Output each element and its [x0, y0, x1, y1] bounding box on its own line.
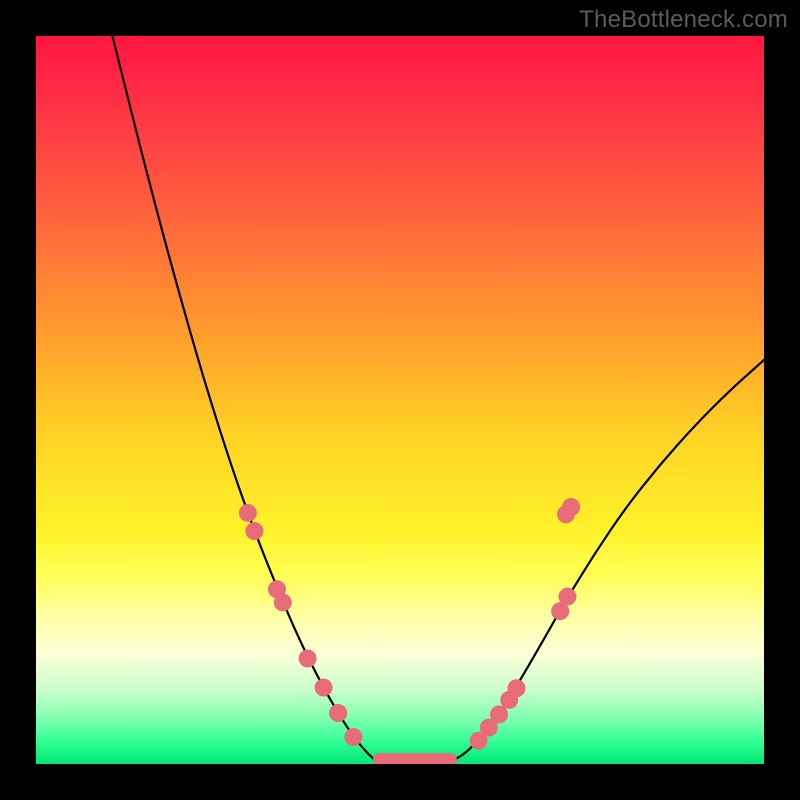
marker-left [245, 522, 263, 540]
marker-right [558, 588, 576, 606]
marker-left [329, 704, 347, 722]
marker-right [507, 679, 525, 697]
outer-frame: TheBottleneck.com [0, 0, 800, 800]
chart-background [36, 36, 764, 764]
watermark-text: TheBottleneck.com [579, 6, 788, 34]
marker-right [562, 498, 580, 516]
valley-bar [373, 753, 457, 764]
marker-right [490, 705, 508, 723]
marker-left [239, 504, 257, 522]
marker-left [315, 679, 333, 697]
marker-left [299, 649, 317, 667]
marker-left [344, 728, 362, 746]
marker-left [274, 593, 292, 611]
bottleneck-chart [36, 36, 764, 764]
